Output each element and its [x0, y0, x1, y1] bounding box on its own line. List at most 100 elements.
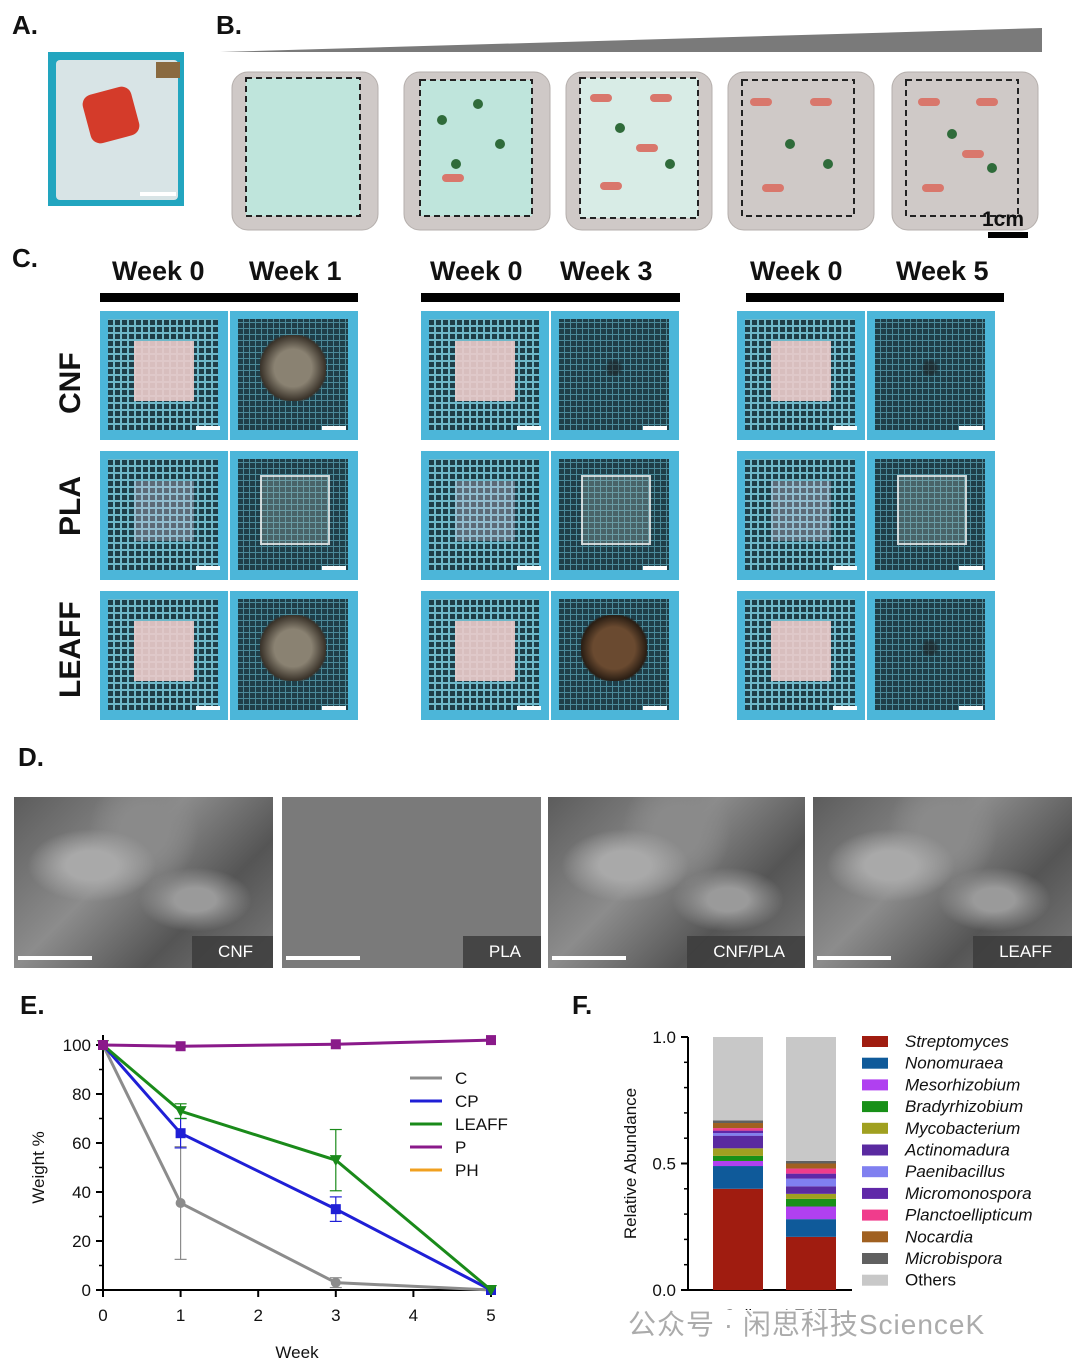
soil-tile-4 — [727, 71, 875, 231]
data-point-leaff — [329, 1155, 342, 1167]
data-point-p — [98, 1040, 108, 1050]
x-tick-label: 5 — [486, 1306, 495, 1325]
panel-a-scale-bar — [140, 192, 176, 196]
photo-scale-bar — [196, 426, 220, 430]
bar-segment-leaff-actinomadura — [786, 1186, 836, 1194]
legend-label-p: P — [455, 1138, 466, 1157]
panel-label-c: C. — [12, 243, 38, 273]
x-tick-label-soil: Soil — [724, 1306, 752, 1310]
bar-segment-leaff-planctoellipticum — [786, 1168, 836, 1174]
y-tick-label: 60 — [72, 1134, 91, 1153]
sample-photo-leaff-g2-late — [551, 591, 679, 720]
bar-segment-soil-actinomadura — [713, 1135, 763, 1149]
y-tick-label: 40 — [72, 1183, 91, 1202]
panel-label-f: F. — [572, 990, 593, 1020]
photo-scale-bar — [959, 566, 983, 570]
y-axis-title: Relative Abundance — [621, 1088, 640, 1239]
sample-photo-leaff-g2-week0 — [421, 591, 549, 720]
sem-scale-bar-cnf-pla — [552, 956, 626, 960]
y-tick-label: 100 — [63, 1036, 91, 1055]
soil-tile-2 — [403, 71, 551, 231]
y-tick-label: 0 — [82, 1281, 91, 1300]
photo-scale-bar — [643, 426, 667, 430]
bar-segment-soil-nocardia — [713, 1123, 763, 1129]
degraded-sample-image — [897, 475, 967, 545]
legend-swatch-mesorhizobium — [862, 1079, 888, 1091]
photo-scale-bar — [643, 706, 667, 710]
sample-photo-cnf-g1-late — [230, 311, 358, 440]
panel-label-e: E. — [20, 990, 45, 1020]
data-point-p — [486, 1035, 496, 1046]
data-point-p — [330, 1039, 341, 1050]
bar-segment-soil-mesorhizobium — [713, 1160, 763, 1167]
legend-label-cp: CP — [455, 1092, 479, 1111]
sem-scale-bar-leaff — [817, 956, 891, 960]
legend-label-microbispora: Microbispora — [905, 1249, 1002, 1268]
bar-segment-leaff-paenibacillus — [786, 1178, 836, 1187]
sem-scale-bar-pla — [286, 956, 360, 960]
bar-segment-leaff-nonomuraea — [786, 1219, 836, 1237]
week-bar-g2 — [421, 293, 680, 302]
data-point-leaff — [485, 1285, 497, 1296]
film-sample-image — [771, 481, 831, 541]
degraded-sample-image — [581, 615, 647, 681]
film-sample-image — [134, 621, 194, 681]
legend-label-micromonospora: Micromonospora — [905, 1184, 1032, 1203]
photo-scale-bar — [517, 566, 541, 570]
sem-image-leaff: LEAFF — [813, 797, 1072, 968]
mesh-image — [429, 319, 539, 430]
soil-tile-1 — [231, 71, 379, 231]
sem-label-cnf-pla: CNF/PLA — [687, 936, 805, 968]
series-line-c — [101, 1044, 492, 1292]
sample-photo-pla-g1-week0 — [100, 451, 228, 580]
photo-scale-bar — [959, 706, 983, 710]
film-sample-image — [455, 341, 515, 401]
x-tick-label: 0 — [98, 1306, 107, 1325]
sample-photo-leaff-g3-week0 — [737, 591, 865, 720]
row-label-cnf: CNF — [54, 352, 87, 414]
x-tick-label: 2 — [253, 1306, 262, 1325]
sample-photo-pla-g2-late — [551, 451, 679, 580]
legend-swatch-nonomuraea — [862, 1057, 888, 1069]
sample-photo-pla-g1-late — [230, 451, 358, 580]
legend-swatch-nocardia — [862, 1231, 888, 1243]
panel-b-scale-bar — [988, 232, 1028, 238]
photo-scale-bar — [196, 706, 220, 710]
photo-scale-bar — [196, 566, 220, 570]
bar-segment-leaff-others — [786, 1037, 836, 1161]
bar-segment-leaff-mesorhizobium — [786, 1206, 836, 1220]
legend-swatch-micromonospora — [862, 1187, 888, 1199]
bar-segment-leaff-bradyrhizobium — [786, 1198, 836, 1207]
degraded-sample-image — [581, 475, 651, 545]
sem-label-pla: PLA — [462, 936, 541, 968]
week-label-g2-right: Week 3 — [560, 256, 653, 286]
data-point-p — [175, 1041, 186, 1052]
sample-photo-leaff-g1-late — [230, 591, 358, 720]
sample-photo-cnf-g2-week0 — [421, 311, 549, 440]
legend-swatch-streptomyces — [862, 1036, 888, 1047]
legend-label-mesorhizobium: Mesorhizobium — [905, 1075, 1020, 1094]
legend-swatch-mycobacterium — [862, 1122, 888, 1134]
bar-segment-leaff-streptomyces — [786, 1236, 836, 1290]
photo-scale-bar — [322, 706, 346, 710]
sem-label-cnf: CNF — [192, 936, 273, 968]
sample-photo-cnf-g3-week0 — [737, 311, 865, 440]
legend-label-ph: PH — [455, 1161, 479, 1180]
week-bar-g1 — [100, 293, 358, 302]
bar-segment-soil-mycobacterium — [713, 1148, 763, 1156]
legend-label-streptomyces: Streptomyces — [905, 1032, 1009, 1051]
degradation-gradient-wedge — [220, 28, 1042, 52]
y-axis-title: Weight % — [29, 1131, 48, 1203]
sample-photo-pla-g3-late — [867, 451, 995, 580]
photo-scale-bar — [517, 706, 541, 710]
sem-image-cnf: CNF — [14, 797, 273, 968]
sem-image-pla: PLA — [282, 797, 541, 968]
mesh-image — [745, 459, 855, 570]
film-sample-image — [455, 481, 515, 541]
data-point-c — [175, 1198, 186, 1209]
mesh-image — [429, 599, 539, 710]
legend-label-bradyrhizobium: Bradyrhizobium — [905, 1097, 1023, 1116]
mesh-image — [429, 459, 539, 570]
y-tick-label: 0.5 — [652, 1155, 676, 1174]
series-line-cp — [101, 1044, 492, 1292]
